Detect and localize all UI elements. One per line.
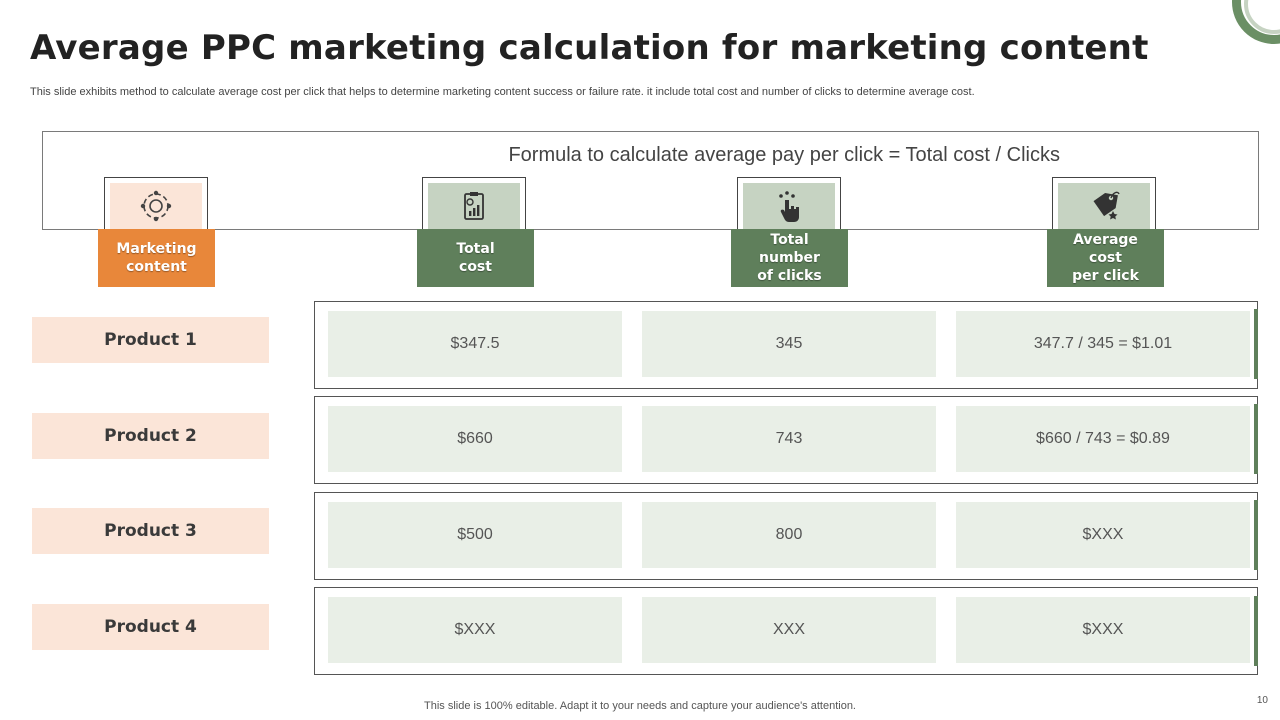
total-cost-cell: $347.5 [328,311,622,377]
pointer-click-icon [779,191,799,222]
header-icon-tile-clicks [743,183,835,229]
avg-cost-cell: $XXX [956,597,1250,663]
row-accent-bar [1254,500,1258,570]
header-label-clicks: Total number of clicks [731,229,848,287]
clicks-cell: 345 [642,311,936,377]
total-cost-cell: $XXX [328,597,622,663]
product-label: Product 2 [32,413,269,459]
header-label-marketing-line1: Marketing [116,241,197,257]
total-cost-cell: $660 [328,406,622,472]
header-icon-tile-avg-cost [1058,183,1150,229]
avg-cost-cell: 347.7 / 345 = $1.01 [956,311,1250,377]
total-cost-cell: $500 [328,502,622,568]
avg-cost-cell: $XXX [956,502,1250,568]
header-label-clicks-line1: Total number [759,232,820,266]
price-tag-icon [1093,191,1120,220]
header-label-total-cost-line1: Total [456,241,495,257]
header-label-avg-cost: Average cost per click [1047,229,1164,287]
header-icon-tile-marketing [110,183,202,229]
product-label: Product 4 [32,604,269,650]
clicks-cell: 800 [642,502,936,568]
header-icon-tile-total-cost [428,183,520,229]
marketing-cycle-icon [140,190,172,222]
product-label: Product 1 [32,317,269,363]
product-label: Product 3 [32,508,269,554]
avg-cost-cell: $660 / 743 = $0.89 [956,406,1250,472]
header-label-total-cost-line2: cost [459,259,492,275]
row-accent-bar [1254,404,1258,474]
corner-ring-decoration [1232,0,1280,44]
row-accent-bar [1254,309,1258,379]
clicks-cell: XXX [642,597,936,663]
page-number: 10 [1256,695,1268,706]
header-label-avg-cost-line1: Average cost [1073,232,1138,266]
header-label-marketing: Marketing content [98,229,215,287]
clicks-cell: 743 [642,406,936,472]
slide-subtitle: This slide exhibits method to calculate … [30,86,975,98]
row-accent-bar [1254,596,1258,666]
header-label-total-cost: Total cost [417,229,534,287]
page-title: Average PPC marketing calculation for ma… [30,28,1149,68]
header-label-avg-cost-line2: per click [1072,268,1139,284]
report-chart-icon [464,192,484,220]
header-label-clicks-line2: of clicks [757,268,822,284]
slide-footer: This slide is 100% editable. Adapt it to… [424,700,856,712]
formula-text: Formula to calculate average pay per cli… [508,144,1060,166]
header-label-marketing-line2: content [126,259,187,275]
